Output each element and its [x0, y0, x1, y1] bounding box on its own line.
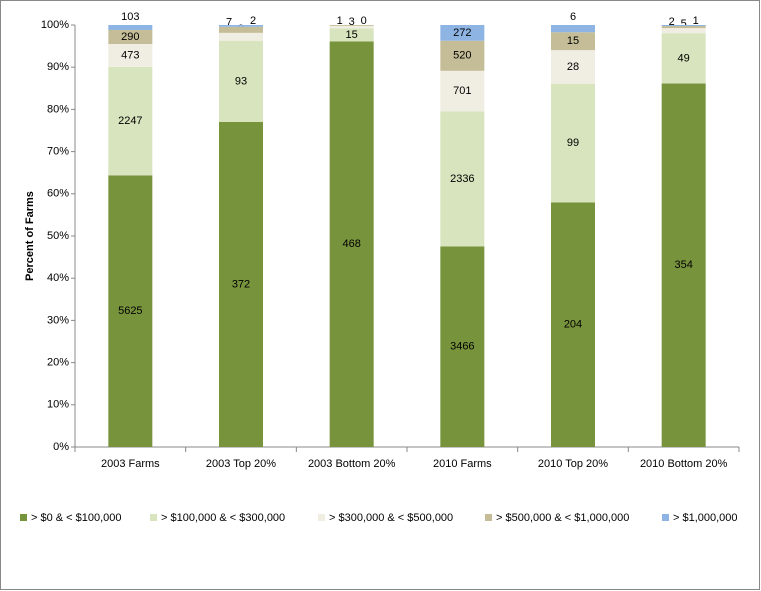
bar-segment — [661, 26, 706, 29]
bar-segment — [108, 66, 153, 176]
legend-label: > $0 & < $100,000 — [31, 512, 122, 524]
data-label: 2247 — [118, 115, 142, 127]
data-label: 5625 — [118, 305, 142, 317]
y-tick-label: 20% — [47, 357, 69, 369]
bar-segment — [440, 25, 485, 41]
bar-segment — [440, 40, 485, 71]
bar-segment — [551, 32, 595, 51]
x-tick-label: 2003 Bottom 20% — [308, 458, 396, 470]
bar-segment — [551, 83, 595, 203]
legend-label: > $300,000 & < $500,000 — [329, 512, 453, 524]
data-label: 290 — [121, 31, 139, 43]
data-label: 28 — [567, 61, 579, 73]
data-label: 99 — [567, 137, 579, 149]
y-tick-label: 40% — [47, 272, 69, 284]
bar-segment — [661, 83, 706, 448]
bar-segment — [108, 43, 153, 67]
y-tick-label: 30% — [47, 314, 69, 326]
data-label: 15 — [346, 29, 358, 41]
legend-swatch — [662, 514, 669, 521]
bar-segment — [661, 28, 706, 34]
data-label: 372 — [232, 278, 250, 290]
legend-swatch — [150, 514, 157, 521]
data-label: 354 — [674, 259, 692, 271]
y-tick-label: 0% — [53, 441, 69, 453]
legend-swatch — [318, 514, 325, 521]
y-tick-label: 60% — [47, 188, 69, 200]
x-tick-label: 2010 Bottom 20% — [640, 458, 728, 470]
legend-swatch — [20, 514, 27, 521]
y-tick-label: 70% — [47, 146, 69, 158]
data-label: 103 — [121, 11, 139, 23]
y-tick-label: 10% — [47, 399, 69, 411]
data-label: 701 — [453, 85, 471, 97]
bar-segment — [440, 111, 485, 247]
y-tick-label: 50% — [47, 230, 69, 242]
bar-segment — [661, 25, 706, 27]
data-label: 468 — [342, 238, 360, 250]
legend-label: > $500,000 & < $1,000,000 — [496, 512, 629, 524]
bar-segment — [219, 25, 263, 27]
bar-segment — [108, 29, 153, 44]
bar-segment — [219, 121, 263, 447]
data-label: 7 — [226, 17, 232, 29]
data-label: 204 — [564, 319, 582, 331]
data-label: 1 — [693, 15, 699, 27]
bar-segment — [661, 33, 706, 84]
data-label: 2336 — [450, 173, 474, 185]
x-tick-label: 2010 Farms — [433, 458, 492, 470]
bar-segment — [440, 70, 485, 112]
bar-segment — [551, 25, 595, 33]
data-label: 5 — [681, 18, 687, 30]
data-label: 0 — [361, 15, 367, 27]
bar-segment — [329, 25, 374, 29]
bar-segment — [108, 25, 153, 30]
data-label: 473 — [121, 49, 139, 61]
data-label: 49 — [678, 52, 690, 64]
bar-segment — [329, 41, 374, 448]
data-label: 520 — [453, 50, 471, 62]
data-label: 2 — [250, 15, 256, 27]
x-tick-label: 2010 Top 20% — [538, 458, 608, 470]
y-tick-label: 80% — [47, 103, 69, 115]
data-label: 2 — [669, 16, 675, 28]
data-label: 3466 — [450, 341, 474, 353]
legend-label: > $100,000 & < $300,000 — [161, 512, 285, 524]
data-label: 3 — [349, 16, 355, 28]
y-tick-label: 90% — [47, 61, 69, 73]
legend-swatch — [485, 514, 492, 521]
legend-label: > $1,000,000 — [673, 512, 738, 524]
bar-segment — [219, 32, 263, 41]
data-label: 1 — [337, 15, 343, 27]
bar-segment — [551, 50, 595, 84]
bar-segment — [329, 28, 374, 42]
bar-segment — [551, 202, 595, 447]
bar-segment — [329, 25, 374, 26]
bar-segment — [219, 40, 263, 122]
data-label: 272 — [453, 27, 471, 39]
data-label: 93 — [235, 75, 247, 87]
x-tick-label: 2003 Farms — [101, 458, 160, 470]
x-tick-label: 2003 Top 20% — [206, 458, 276, 470]
bar-segment — [440, 246, 485, 447]
bar-segment — [219, 26, 263, 33]
y-tick-label: 100% — [41, 19, 69, 31]
data-label: 6 — [570, 11, 576, 23]
y-axis-title: Percent of Farms — [24, 191, 36, 281]
data-label: 15 — [567, 35, 579, 47]
bar-segment — [108, 175, 153, 447]
